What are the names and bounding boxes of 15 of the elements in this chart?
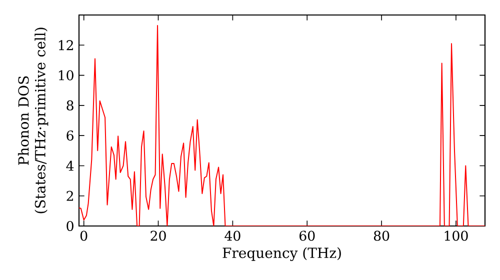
x-tick-label: 80 (374, 230, 390, 241)
y-tick-label: 8 (66, 100, 74, 110)
x-axis-title: Frequency (THz) (222, 247, 341, 262)
y-tick-label: 0 (66, 220, 74, 232)
x-tick-label: 0 (80, 230, 88, 241)
x-tick-label: 100 (444, 230, 468, 241)
x-tick-label: 60 (300, 230, 315, 241)
y-tick-label: 12 (58, 40, 73, 50)
x-tick-label: 40 (224, 230, 240, 241)
y-tick-label: 4 (66, 160, 74, 171)
y-tick-label: 10 (58, 70, 74, 80)
y-tick-label: 6 (66, 130, 74, 141)
x-tick-label: 20 (150, 230, 166, 241)
y-tick-label: 2 (66, 190, 73, 201)
y-axis-title: Phonon DOS (States/THz·primitive cell) (18, 28, 48, 214)
